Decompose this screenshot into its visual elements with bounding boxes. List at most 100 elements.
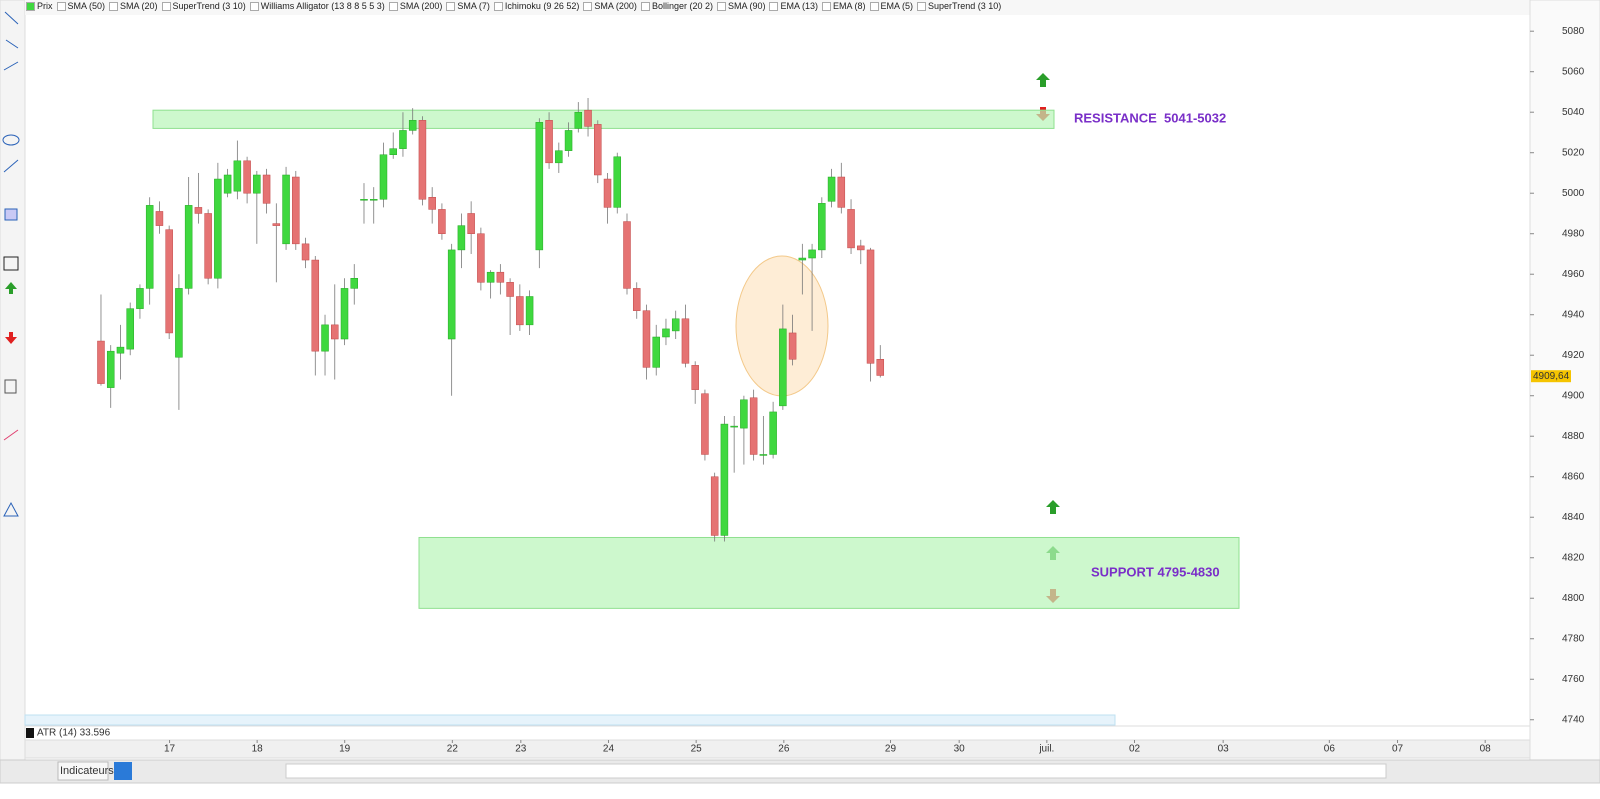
x-tick-label: 22 (447, 744, 459, 755)
indicators-button[interactable] (57, 761, 109, 781)
legend-checkbox[interactable] (446, 1, 456, 11)
x-tick-label: 26 (778, 744, 790, 755)
indicator-label: ATR (14) 33.596 (37, 728, 111, 739)
y-tick-label: 4980 (1562, 228, 1585, 239)
legend-checkbox[interactable] (822, 1, 831, 11)
y-tick-label: 4760 (1562, 674, 1585, 685)
tool-line[interactable] (3, 159, 19, 173)
legend-checkbox[interactable] (388, 1, 398, 11)
legend-item[interactable]: SuperTrend (3 10) (917, 1, 1001, 11)
share-button[interactable] (114, 762, 132, 780)
candle-body (642, 310, 651, 368)
candle-body (710, 476, 719, 536)
legend-label: SuperTrend (3 10) (928, 1, 1002, 11)
candle-body (827, 176, 836, 202)
candle-body (223, 174, 232, 194)
legend-item[interactable]: Ichimoku (9 26 52) (493, 1, 579, 11)
candle-body (496, 271, 505, 283)
candle-body (759, 454, 768, 456)
candle-body (165, 229, 173, 334)
scrollbar[interactable] (285, 763, 1387, 779)
legend-checkbox[interactable] (493, 1, 503, 11)
legend-item[interactable]: EMA (13) (769, 1, 818, 11)
tool-ellipse[interactable] (2, 134, 20, 146)
legend-item[interactable]: Bollinger (20 2) (640, 1, 713, 11)
legend-item[interactable]: EMA (5) (869, 1, 913, 11)
candle-body (408, 120, 417, 131)
candle-body (428, 197, 436, 210)
legend-item[interactable]: Prix (26, 1, 53, 11)
candle-body (145, 205, 154, 289)
y-tick-label: 4860 (1562, 471, 1585, 482)
candle-body (389, 148, 397, 155)
candle-body (447, 249, 456, 340)
legend-checkbox[interactable] (716, 1, 726, 11)
candle-body (662, 328, 670, 338)
zone-label: RESISTANCE 5041-5032 (1074, 111, 1226, 126)
legend-checkbox[interactable] (869, 1, 879, 11)
candle-body (360, 199, 368, 201)
legend-item[interactable]: SMA (50) (56, 1, 106, 11)
candle-body (214, 178, 222, 279)
x-tick-label: 30 (954, 744, 966, 755)
tool-pen[interactable] (3, 429, 19, 441)
tool-triangle[interactable] (3, 501, 19, 517)
candle-body (808, 249, 816, 259)
legend-checkbox[interactable] (26, 1, 35, 11)
tool-rect[interactable] (4, 208, 18, 221)
candle-body (116, 346, 125, 354)
legend-checkbox[interactable] (917, 1, 927, 11)
tool-text[interactable] (3, 256, 19, 271)
x-tick-label: 06 (1324, 744, 1336, 755)
candle-body (516, 296, 524, 326)
candle-body (837, 176, 846, 208)
legend-item[interactable]: Williams Alligator (13 8 8 5 5 3) (249, 1, 385, 11)
legend-item[interactable]: SMA (7) (446, 1, 490, 11)
y-tick-label: 4820 (1562, 552, 1585, 563)
x-tick-label: 17 (164, 744, 176, 755)
candle-body (652, 336, 660, 368)
candle-body (126, 308, 134, 350)
x-tick-label: juil. (1038, 744, 1054, 755)
legend-item[interactable]: SMA (20) (109, 1, 158, 11)
candle-body (369, 199, 378, 201)
tool-icons[interactable] (3, 11, 19, 71)
y-tick-label: 4960 (1562, 269, 1585, 280)
candle-body (857, 245, 865, 251)
candle-body (457, 225, 466, 251)
legend-checkbox[interactable] (583, 1, 593, 11)
tool-down[interactable] (5, 332, 17, 344)
candle-body (399, 130, 407, 149)
legend-checkbox[interactable] (161, 1, 171, 11)
legend-item[interactable]: SMA (200) (583, 1, 637, 11)
legend-item[interactable]: SuperTrend (3 10) (161, 1, 246, 11)
legend-item[interactable]: SMA (90) (716, 1, 765, 11)
legend-label: Bollinger (20 2) (651, 1, 713, 11)
legend-checkbox[interactable] (769, 1, 779, 11)
legend-checkbox[interactable] (109, 1, 119, 11)
last-price-label: 4909,64 (1533, 371, 1570, 382)
candle-body (730, 425, 738, 428)
legend-checkbox[interactable] (640, 1, 650, 11)
legend-label: SMA (50) (67, 1, 106, 11)
legend-label: SuperTrend (3 10) (172, 1, 246, 11)
y-tick-label: 5040 (1562, 107, 1585, 118)
candle-body (564, 130, 573, 151)
candle-body (603, 178, 612, 208)
candle-body (691, 365, 699, 390)
candle-body (272, 223, 281, 226)
legend-checkbox[interactable] (249, 1, 259, 11)
candle-body (97, 340, 105, 384)
indicators-menu[interactable]: Indicateurs (60, 765, 114, 777)
legend-checkbox[interactable] (56, 1, 66, 11)
candle-body (701, 393, 709, 455)
legend-label: SMA (200) (594, 1, 637, 11)
legend-item[interactable]: EMA (8) (822, 1, 866, 11)
legend-item[interactable]: SMA (200) (388, 1, 442, 11)
tool-up[interactable] (5, 282, 17, 294)
x-tick-label: 07 (1392, 744, 1404, 755)
tool-trash[interactable] (4, 379, 17, 394)
candle-body (233, 160, 242, 192)
candle-body (467, 213, 475, 234)
